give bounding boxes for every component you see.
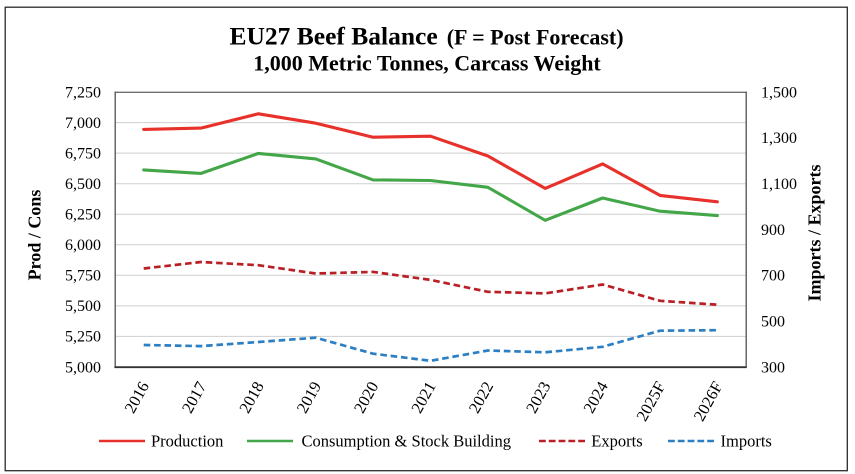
svg-text:300: 300 — [761, 359, 785, 376]
svg-text:1,100: 1,100 — [761, 176, 797, 193]
svg-text:5,000: 5,000 — [65, 359, 101, 376]
svg-text:5,250: 5,250 — [65, 329, 101, 346]
svg-text:EU27 Beef Balance(F = Post For: EU27 Beef Balance (F = Post Forecast) — [229, 22, 623, 51]
svg-text:6,750: 6,750 — [65, 145, 101, 162]
svg-text:1,300: 1,300 — [761, 130, 797, 147]
svg-text:Exports: Exports — [591, 432, 642, 451]
svg-text:5,750: 5,750 — [65, 268, 101, 285]
svg-text:1,000 Metric Tonnes, Carcass W: 1,000 Metric Tonnes, Carcass Weight — [253, 50, 601, 75]
svg-text:1,500: 1,500 — [761, 84, 797, 101]
svg-text:700: 700 — [761, 268, 785, 285]
svg-text:Prod / Cons: Prod / Cons — [25, 190, 45, 281]
svg-text:900: 900 — [761, 222, 785, 239]
svg-text:6,500: 6,500 — [65, 176, 101, 193]
svg-text:Imports / Exports: Imports / Exports — [805, 164, 825, 301]
svg-text:6,000: 6,000 — [65, 237, 101, 254]
svg-text:7,250: 7,250 — [65, 84, 101, 101]
svg-text:7,000: 7,000 — [65, 115, 101, 132]
svg-text:6,250: 6,250 — [65, 207, 101, 224]
svg-text:Consumption & Stock Building: Consumption & Stock Building — [302, 432, 511, 451]
svg-text:Production: Production — [151, 432, 223, 451]
svg-text:5,500: 5,500 — [65, 298, 101, 315]
svg-text:Imports: Imports — [721, 432, 772, 451]
svg-text:500: 500 — [761, 314, 785, 331]
